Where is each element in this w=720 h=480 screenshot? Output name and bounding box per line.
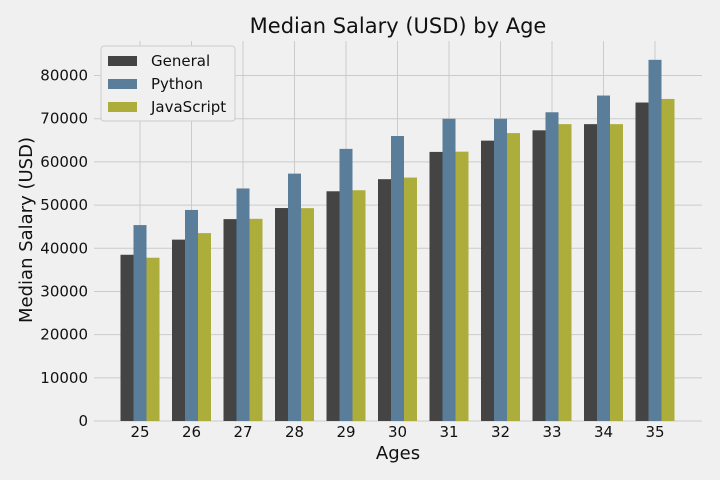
bar-general-31 <box>429 151 443 421</box>
bar-javascript-29 <box>352 190 366 421</box>
bar-general-25 <box>120 254 134 421</box>
x-tick-label: 34 <box>594 423 613 441</box>
legend-label-general: General <box>151 52 210 70</box>
bar-python-27 <box>236 188 250 421</box>
x-tick-label: 27 <box>233 423 252 441</box>
x-tick-label: 28 <box>285 423 304 441</box>
bar-javascript-30 <box>404 177 417 421</box>
bar-python-34 <box>597 95 610 421</box>
bar-python-32 <box>494 118 507 422</box>
y-tick-label: 70000 <box>40 110 88 128</box>
legend-label-javascript: JavaScript <box>150 98 226 116</box>
y-tick-label: 40000 <box>40 239 88 257</box>
y-tick-label: 10000 <box>40 369 88 387</box>
bar-general-33 <box>532 130 546 421</box>
bar-general-27 <box>223 219 237 421</box>
bar-general-29 <box>326 191 340 421</box>
y-tick-label: 60000 <box>40 153 88 171</box>
y-tick-label: 30000 <box>40 282 88 300</box>
bar-python-30 <box>391 136 404 421</box>
bar-javascript-32 <box>507 133 520 421</box>
x-tick-label: 31 <box>439 423 458 441</box>
bar-general-28 <box>275 208 288 421</box>
x-axis-label: Ages <box>376 443 420 464</box>
bar-javascript-26 <box>198 233 211 421</box>
x-tick-label: 26 <box>182 423 201 441</box>
bar-python-31 <box>442 118 456 421</box>
bar-general-35 <box>635 102 649 421</box>
bar-python-25 <box>133 225 147 421</box>
y-tick-label: 20000 <box>40 326 88 344</box>
legend: General Python JavaScript <box>100 45 236 122</box>
bars <box>120 59 675 422</box>
y-axis-ticks: 0 10000 20000 30000 40000 50000 60000 70000 8000… <box>40 67 88 430</box>
bar-general-32 <box>481 140 494 421</box>
bar-python-29 <box>339 148 353 422</box>
x-tick-label: 35 <box>645 423 664 441</box>
x-tick-label: 32 <box>491 423 510 441</box>
x-tick-label: 30 <box>388 423 407 441</box>
bar-javascript-27 <box>249 218 263 421</box>
y-tick-label: 50000 <box>40 196 88 214</box>
bar-python-35 <box>648 59 662 422</box>
bar-python-33 <box>545 112 559 421</box>
bar-javascript-33 <box>558 124 572 421</box>
bar-javascript-35 <box>661 98 675 421</box>
bar-general-26 <box>172 239 185 421</box>
legend-swatch-general <box>108 56 137 66</box>
x-tick-label: 29 <box>336 423 355 441</box>
chart-title: Median Salary (USD) by Age <box>250 14 547 38</box>
x-tick-label: 33 <box>542 423 561 441</box>
y-tick-label: 0 <box>78 412 88 430</box>
bar-python-28 <box>288 173 301 421</box>
legend-swatch-javascript <box>108 102 137 112</box>
x-tick-label: 25 <box>130 423 149 441</box>
legend-label-python: Python <box>151 75 203 93</box>
bar-python-26 <box>185 209 198 421</box>
y-tick-label: 80000 <box>40 67 88 85</box>
legend-swatch-python <box>108 79 137 89</box>
x-axis-ticks: 25 26 27 28 29 30 31 32 33 34 35 <box>130 423 664 441</box>
bar-javascript-31 <box>455 151 469 421</box>
bar-javascript-34 <box>610 124 623 421</box>
y-axis-label: Median Salary (USD) <box>16 137 37 323</box>
bar-general-34 <box>584 124 597 421</box>
bar-javascript-25 <box>146 257 160 421</box>
bar-general-30 <box>378 179 391 421</box>
bar-javascript-28 <box>301 208 314 421</box>
